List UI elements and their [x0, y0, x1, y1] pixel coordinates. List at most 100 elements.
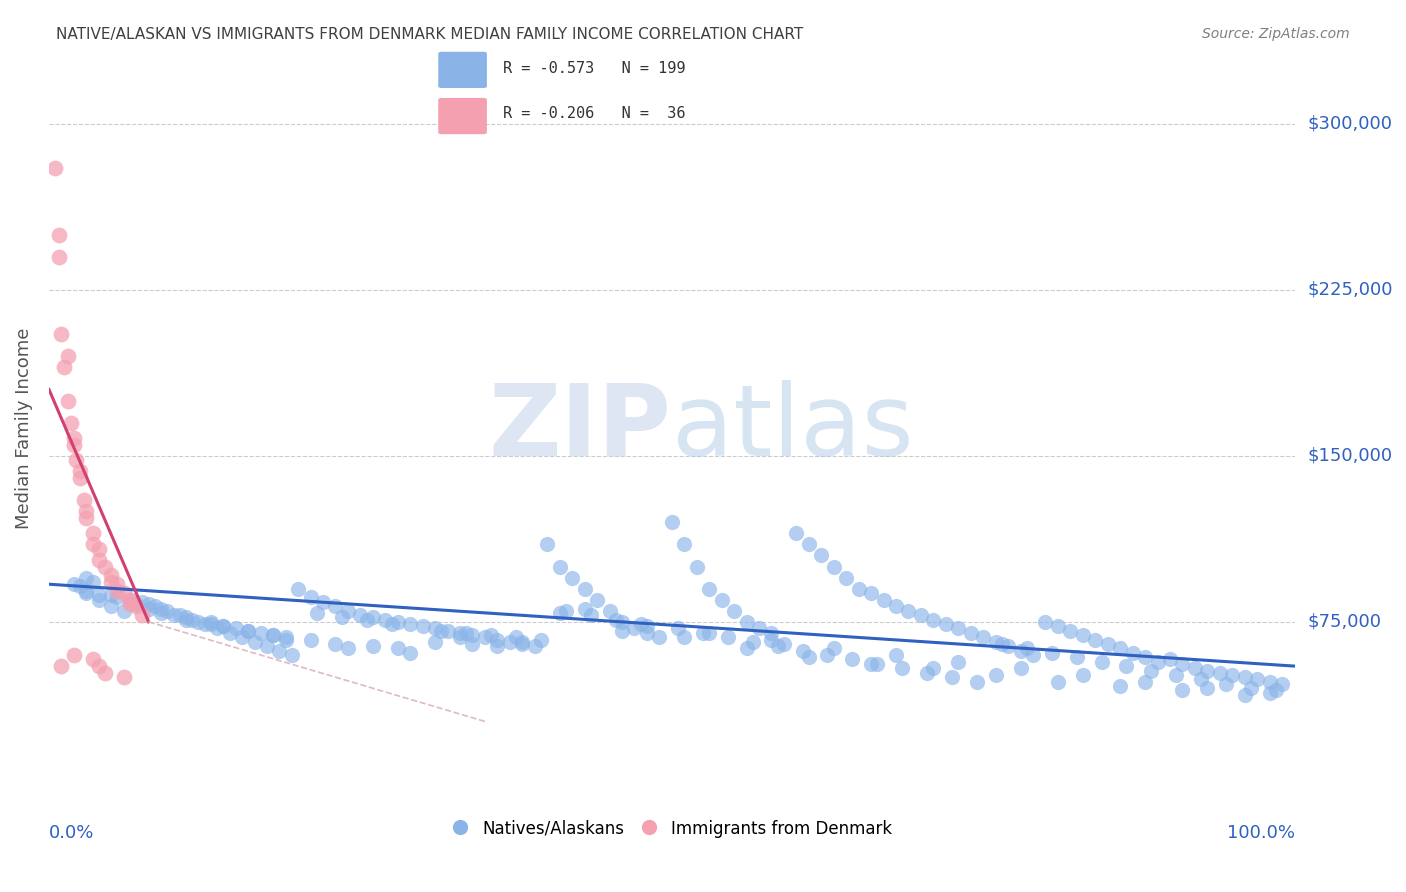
- Point: [131, 608, 153, 623]
- Point: [48, 250, 70, 264]
- Point: [87, 553, 110, 567]
- Point: [249, 626, 271, 640]
- Point: [387, 641, 409, 656]
- Point: [361, 639, 384, 653]
- Point: [741, 634, 763, 648]
- Point: [387, 615, 409, 629]
- Point: [63, 438, 86, 452]
- Point: [1171, 657, 1194, 671]
- Point: [1171, 683, 1194, 698]
- Point: [238, 624, 260, 638]
- Point: [810, 549, 832, 563]
- Point: [87, 659, 110, 673]
- Point: [63, 648, 86, 662]
- Point: [1133, 674, 1156, 689]
- Point: [797, 650, 820, 665]
- Point: [44, 161, 66, 175]
- Point: [456, 626, 478, 640]
- Point: [748, 622, 770, 636]
- Point: [1015, 641, 1038, 656]
- Point: [412, 619, 434, 633]
- Point: [1146, 655, 1168, 669]
- Point: [735, 615, 758, 629]
- Point: [399, 646, 422, 660]
- Point: [200, 617, 222, 632]
- Point: [1084, 632, 1107, 647]
- Point: [1035, 615, 1057, 629]
- Point: [941, 670, 963, 684]
- Point: [610, 624, 633, 638]
- Point: [1071, 668, 1094, 682]
- Point: [299, 591, 322, 605]
- Point: [69, 464, 91, 478]
- Point: [56, 393, 79, 408]
- Point: [686, 559, 709, 574]
- Point: [287, 582, 309, 596]
- Point: [65, 453, 87, 467]
- Text: $75,000: $75,000: [1308, 613, 1381, 631]
- Point: [100, 588, 122, 602]
- Text: $225,000: $225,000: [1308, 281, 1392, 299]
- Point: [150, 606, 173, 620]
- Point: [118, 597, 141, 611]
- Point: [150, 601, 173, 615]
- Point: [94, 665, 117, 680]
- Point: [52, 360, 75, 375]
- Point: [554, 604, 576, 618]
- Point: [174, 613, 197, 627]
- Point: [548, 559, 571, 574]
- Point: [891, 661, 914, 675]
- Point: [984, 668, 1007, 682]
- Point: [238, 624, 260, 638]
- Point: [1010, 643, 1032, 657]
- Point: [1209, 665, 1232, 680]
- Point: [112, 586, 135, 600]
- Point: [915, 665, 938, 680]
- Point: [1233, 670, 1256, 684]
- Point: [486, 632, 509, 647]
- Point: [1010, 661, 1032, 675]
- Text: 0.0%: 0.0%: [49, 824, 94, 842]
- Point: [449, 631, 471, 645]
- Point: [212, 619, 235, 633]
- Point: [536, 537, 558, 551]
- Text: R = -0.573   N = 199: R = -0.573 N = 199: [503, 62, 686, 77]
- Point: [423, 634, 446, 648]
- Point: [461, 637, 484, 651]
- Point: [823, 559, 845, 574]
- Point: [1109, 679, 1132, 693]
- Point: [1258, 674, 1281, 689]
- Point: [1046, 619, 1069, 633]
- Point: [673, 537, 696, 551]
- Point: [131, 595, 153, 609]
- Point: [1040, 646, 1063, 660]
- Text: Source: ZipAtlas.com: Source: ZipAtlas.com: [1202, 27, 1350, 41]
- Point: [1115, 659, 1137, 673]
- Point: [723, 604, 745, 618]
- Point: [835, 571, 858, 585]
- Point: [256, 639, 278, 653]
- Point: [449, 626, 471, 640]
- Point: [325, 637, 347, 651]
- Point: [630, 617, 652, 632]
- Point: [48, 227, 70, 242]
- Point: [75, 586, 97, 600]
- Point: [399, 617, 422, 632]
- Point: [823, 641, 845, 656]
- Point: [661, 515, 683, 529]
- Point: [69, 579, 91, 593]
- Point: [82, 652, 104, 666]
- Point: [505, 631, 527, 645]
- Point: [380, 617, 402, 632]
- Point: [561, 571, 583, 585]
- Point: [1022, 648, 1045, 662]
- Point: [1258, 686, 1281, 700]
- Point: [138, 597, 160, 611]
- Point: [948, 622, 970, 636]
- Point: [910, 608, 932, 623]
- Point: [274, 632, 297, 647]
- Point: [710, 592, 733, 607]
- Point: [1271, 677, 1294, 691]
- Point: [1197, 681, 1219, 696]
- Point: [82, 574, 104, 589]
